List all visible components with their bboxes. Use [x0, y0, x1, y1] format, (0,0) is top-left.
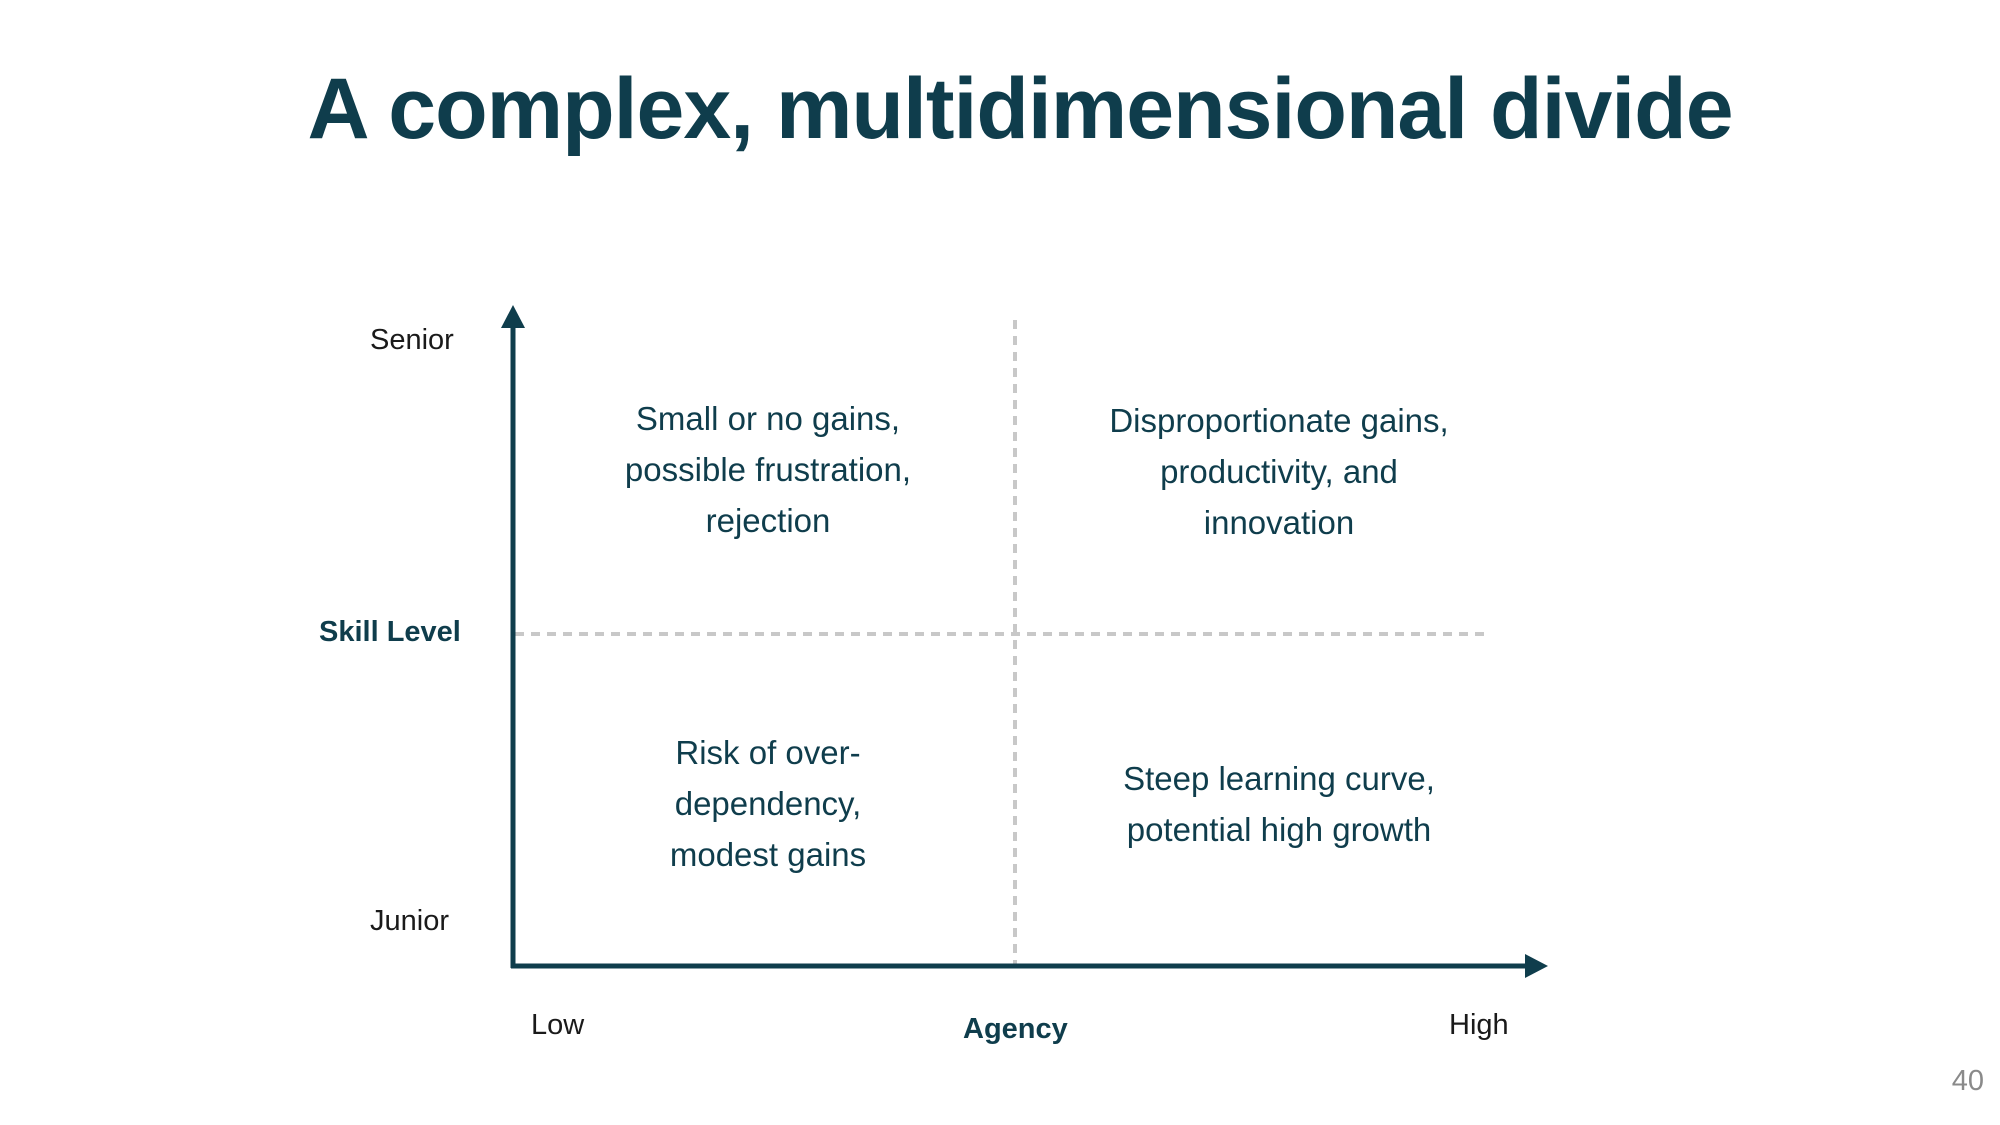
quadrant-text-line: modest gains — [669, 836, 867, 873]
quadrant-text-line: dependency, — [674, 785, 862, 822]
quadrant-text-line: possible frustration, — [624, 451, 912, 488]
quadrant-text-line: Risk of over- — [675, 734, 861, 771]
y-axis-bottom-label: Junior — [370, 905, 449, 937]
y-axis-name: Skill Level — [319, 616, 461, 648]
x-axis-arrowhead — [1525, 954, 1548, 978]
page-number: 40 — [1951, 1065, 1984, 1097]
quadrant-top-right: Disproportionate gains, productivity, an… — [1069, 395, 1489, 548]
quadrant-text-line: rejection — [705, 502, 831, 539]
quadrant-text-line: Small or no gains, — [635, 400, 901, 437]
quadrant-text-line: potential high growth — [1126, 811, 1432, 848]
x-axis-name: Agency — [963, 1013, 1068, 1045]
y-axis-arrowhead — [501, 305, 525, 328]
y-axis-top-label: Senior — [370, 324, 454, 356]
slide-title: A complex, multidimensional divide — [307, 61, 1733, 157]
quadrant-text-line: Steep learning curve, — [1123, 760, 1435, 797]
x-axis-left-label: Low — [531, 1009, 585, 1041]
x-axis-right-label: High — [1449, 1009, 1509, 1041]
quadrant-bottom-left: Risk of over- dependency, modest gains — [558, 727, 978, 880]
quadrant-text-line: Disproportionate gains, — [1109, 402, 1449, 439]
quadrant-top-left: Small or no gains, possible frustration,… — [558, 393, 978, 546]
quadrant-text-line: productivity, and — [1160, 453, 1398, 490]
quadrant-bottom-right: Steep learning curve, potential high gro… — [1069, 753, 1489, 855]
quadrant-text-line: innovation — [1203, 504, 1355, 541]
